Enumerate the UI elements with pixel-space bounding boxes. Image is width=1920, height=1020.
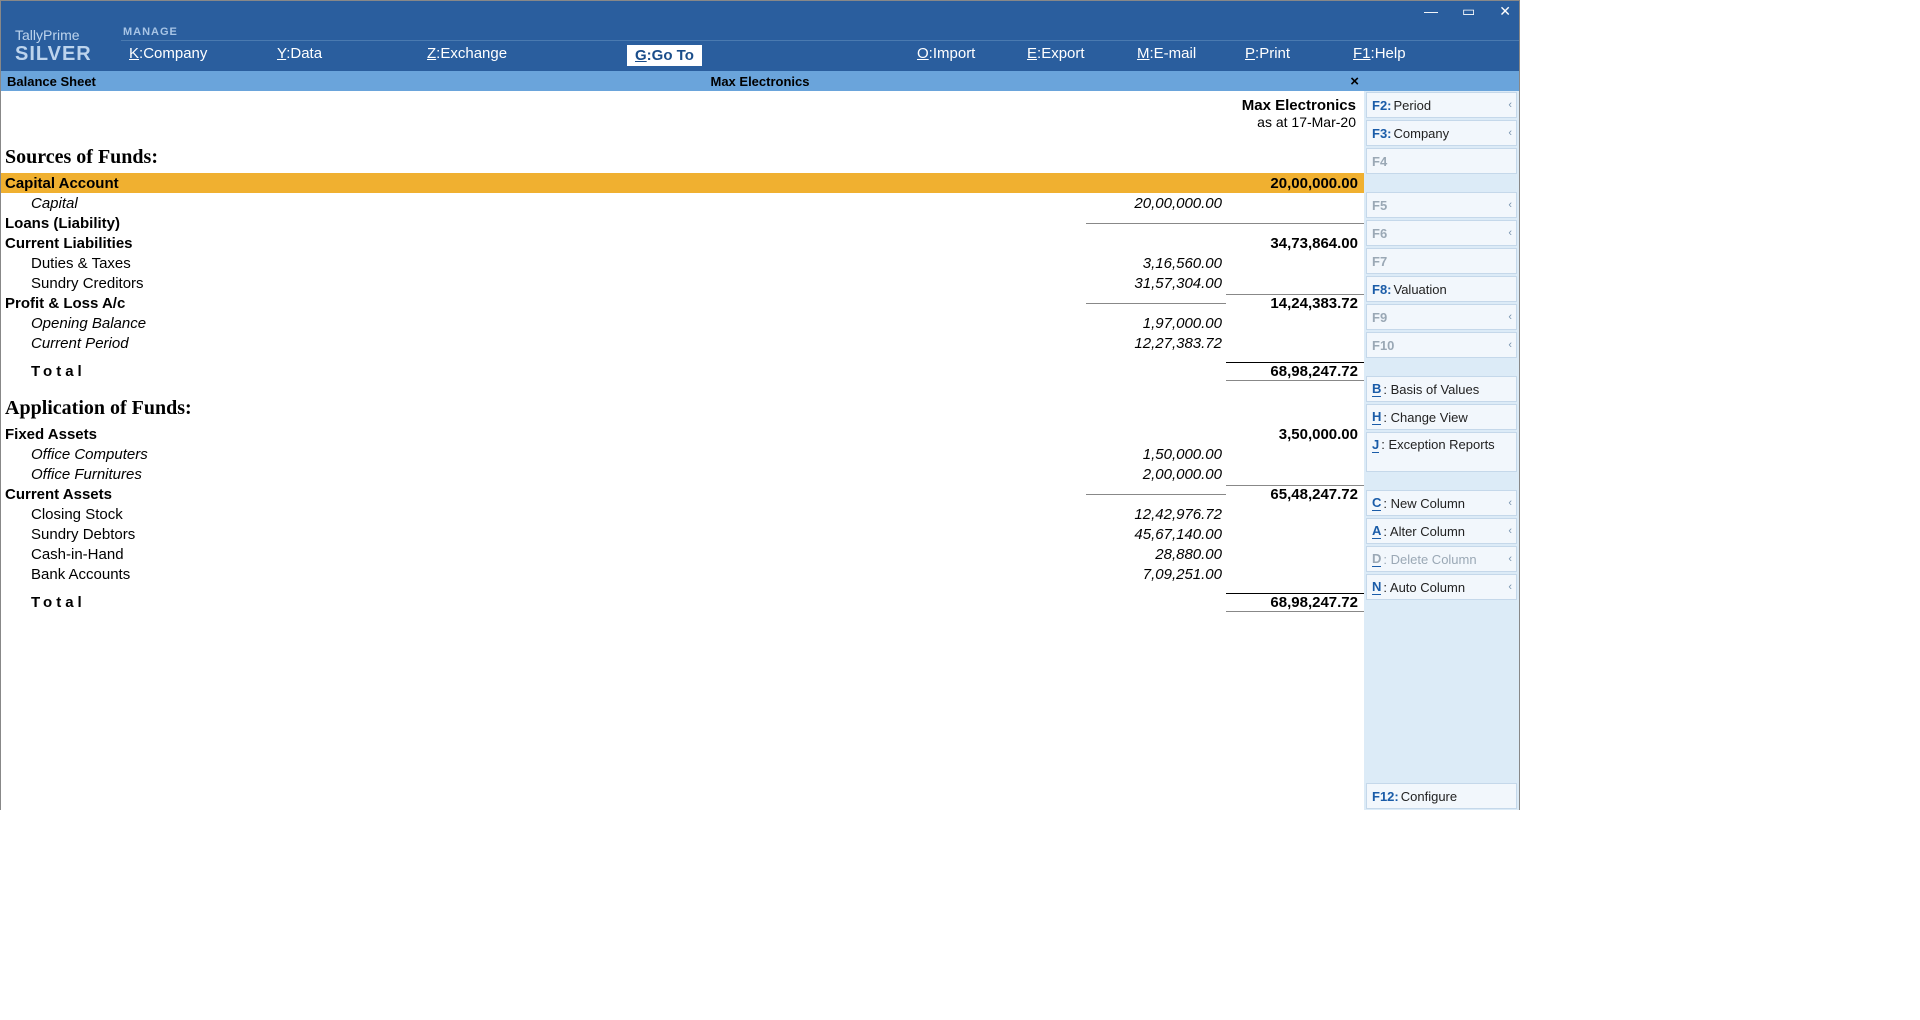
chevron-left-icon: ‹	[1508, 553, 1512, 565]
row-capital[interactable]: Capital 20,00,000.00	[1, 193, 1364, 213]
chevron-left-icon: ‹	[1508, 311, 1512, 323]
row-duties-taxes[interactable]: Duties & Taxes 3,16,560.00	[1, 253, 1364, 273]
chevron-left-icon: ‹	[1508, 127, 1512, 139]
side-f6: F6‹	[1366, 220, 1517, 246]
chevron-left-icon: ‹	[1508, 199, 1512, 211]
chevron-left-icon: ‹	[1508, 227, 1512, 239]
chevron-left-icon: ‹	[1508, 99, 1512, 111]
row-cash-in-hand[interactable]: Cash-in-Hand 28,880.00	[1, 544, 1364, 564]
side-new-column[interactable]: C: New Column‹	[1366, 490, 1517, 516]
header-date: as at 17-Mar-20	[1, 114, 1356, 130]
side-f5: F5‹	[1366, 192, 1517, 218]
side-exception-reports[interactable]: J: Exception Reports	[1366, 432, 1517, 472]
row-current-assets[interactable]: Current Assets 65,48,247.72	[1, 484, 1364, 504]
close-report-icon[interactable]: ×	[1350, 73, 1359, 90]
menu-help[interactable]: F1:Help	[1345, 45, 1414, 66]
row-closing-stock[interactable]: Closing Stock 12,42,976.72	[1, 504, 1364, 524]
side-f9: F9‹	[1366, 304, 1517, 330]
menu-export[interactable]: E:Export	[1019, 45, 1129, 66]
row-sundry-creditors[interactable]: Sundry Creditors 31,57,304.00	[1, 273, 1364, 293]
side-f4: F4	[1366, 148, 1517, 174]
menu-email[interactable]: M:E-mail	[1129, 45, 1237, 66]
side-f12-configure[interactable]: F12:Configure	[1366, 783, 1517, 809]
report-title: Balance Sheet	[1, 74, 96, 89]
app-edition: SILVER	[15, 43, 121, 66]
side-auto-column[interactable]: N: Auto Column‹	[1366, 574, 1517, 600]
menu-import[interactable]: O:Import	[909, 45, 1019, 66]
company-context: Max Electronics	[711, 74, 810, 89]
row-sources-total: Total 68,98,247.72	[1, 361, 1364, 381]
context-bar: Balance Sheet Max Electronics ×	[1, 71, 1519, 91]
minimize-button[interactable]: ―	[1424, 3, 1438, 19]
chevron-left-icon: ‹	[1508, 497, 1512, 509]
side-f3-company[interactable]: F3:Company‹	[1366, 120, 1517, 146]
side-f10: F10‹	[1366, 332, 1517, 358]
side-f2-period[interactable]: F2:Period‹	[1366, 92, 1517, 118]
row-opening-balance[interactable]: Opening Balance 1,97,000.00	[1, 313, 1364, 333]
manage-label: MANAGE	[121, 26, 1519, 40]
report-content: Max Electronics as at 17-Mar-20 Sources …	[1, 91, 1364, 810]
row-current-period[interactable]: Current Period 12,27,383.72	[1, 333, 1364, 353]
side-alter-column[interactable]: A: Alter Column‹	[1366, 518, 1517, 544]
side-f7: F7	[1366, 248, 1517, 274]
row-office-computers[interactable]: Office Computers 1,50,000.00	[1, 444, 1364, 464]
side-delete-column: D: Delete Column‹	[1366, 546, 1517, 572]
close-button[interactable]: ✕	[1499, 3, 1511, 20]
row-profit-loss[interactable]: Profit & Loss A/c 14,24,383.72	[1, 293, 1364, 313]
app-logo: TallyPrime SILVER	[1, 27, 121, 66]
row-office-furnitures[interactable]: Office Furnitures 2,00,000.00	[1, 464, 1364, 484]
menu-company[interactable]: K:Company	[121, 45, 269, 66]
menu-data[interactable]: Y:Data	[269, 45, 419, 66]
top-menubar: TallyPrime SILVER MANAGE K:Company Y:Dat…	[1, 21, 1519, 71]
app-name: TallyPrime	[15, 27, 121, 43]
row-current-liabilities[interactable]: Current Liabilities 34,73,864.00	[1, 233, 1364, 253]
row-application-total: Total 68,98,247.72	[1, 592, 1364, 612]
menu-goto[interactable]: G:Go To	[619, 45, 909, 66]
header-company: Max Electronics	[1, 97, 1356, 114]
menu-print[interactable]: P:Print	[1237, 45, 1345, 66]
chevron-left-icon: ‹	[1508, 525, 1512, 537]
row-capital-account[interactable]: Capital Account 20,00,000.00	[1, 173, 1364, 193]
row-sundry-debtors[interactable]: Sundry Debtors 45,67,140.00	[1, 524, 1364, 544]
side-f8-valuation[interactable]: F8:Valuation	[1366, 276, 1517, 302]
row-bank-accounts[interactable]: Bank Accounts 7,09,251.00	[1, 564, 1364, 584]
chevron-left-icon: ‹	[1508, 581, 1512, 593]
row-loans[interactable]: Loans (Liability)	[1, 213, 1364, 233]
window-titlebar: ― ▭ ✕	[1, 1, 1519, 21]
side-basis-values[interactable]: B: Basis of Values	[1366, 376, 1517, 402]
menu-exchange[interactable]: Z:Exchange	[419, 45, 619, 66]
row-fixed-assets[interactable]: Fixed Assets 3,50,000.00	[1, 424, 1364, 444]
sidebar: F2:Period‹ F3:Company‹ F4 F5‹ F6‹ F7 F8:…	[1364, 91, 1519, 810]
side-change-view[interactable]: H: Change View	[1366, 404, 1517, 430]
application-title: Application of Funds:	[1, 381, 1364, 424]
maximize-button[interactable]: ▭	[1462, 3, 1475, 20]
chevron-left-icon: ‹	[1508, 339, 1512, 351]
sources-title: Sources of Funds:	[1, 130, 1364, 173]
